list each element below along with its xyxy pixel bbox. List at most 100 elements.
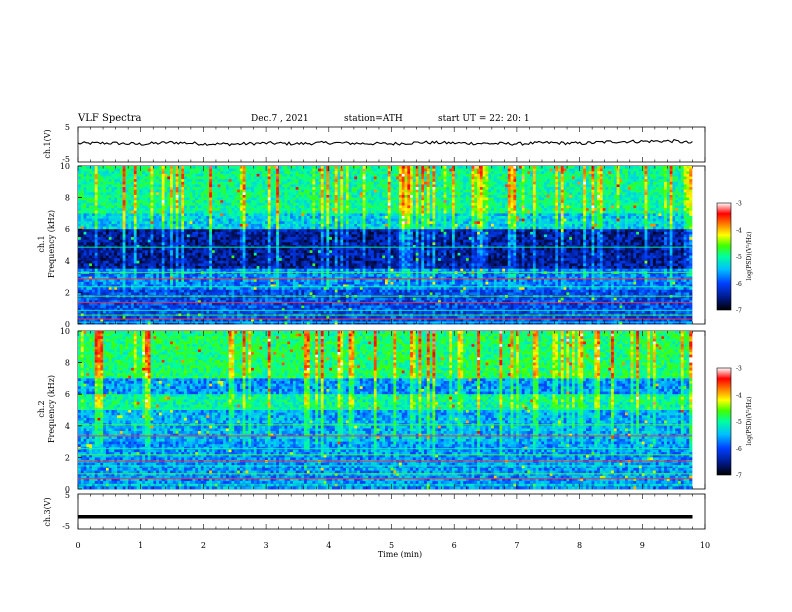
spectrogram-cell [111, 174, 114, 177]
spectrogram-cell [525, 192, 528, 195]
spectrogram-cell [332, 224, 335, 227]
spectrogram-cell [282, 208, 285, 211]
spectrogram-cell [321, 171, 324, 174]
spectrogram-cell [340, 219, 343, 222]
spectrogram-cell [566, 200, 569, 203]
spectrogram-cell [505, 182, 508, 185]
spectrogram-cell [391, 171, 394, 174]
spectrogram-cell [153, 221, 156, 224]
spectrogram-cell [259, 192, 262, 195]
spectrogram-cell [296, 190, 299, 193]
spectrogram-cell [229, 169, 232, 172]
spectrogram-cell [527, 208, 530, 211]
spectrogram-cell [307, 208, 310, 211]
spectrogram-cell [287, 206, 290, 209]
spectrogram-cell [318, 208, 321, 211]
spectrogram-cell [410, 166, 413, 169]
spectrogram-cell [148, 200, 151, 203]
spectrogram-cell [81, 216, 84, 219]
spectrogram-cell [349, 200, 352, 203]
spectrogram-cell [472, 195, 475, 198]
spectrogram-cell [178, 200, 181, 203]
spectrogram-cell [525, 179, 528, 182]
spectrogram-cell [346, 195, 349, 198]
spectrogram-cell [279, 211, 282, 214]
spectrogram-cell [583, 216, 586, 219]
spectrogram-cell [511, 166, 514, 169]
spectrogram-cell [444, 219, 447, 222]
spectrogram-cell [271, 213, 274, 216]
spectrogram-cell [209, 179, 212, 182]
spectrogram-cell [592, 211, 595, 214]
spectrogram-cell [234, 206, 237, 209]
spectrogram-cell [544, 179, 547, 182]
spectrogram-cell [633, 198, 636, 201]
spectrogram-cell [418, 216, 421, 219]
spectrogram-cell [234, 216, 237, 219]
spectrogram-cell [499, 177, 502, 180]
spectrogram-cell [385, 171, 388, 174]
spectrogram-cell [248, 187, 251, 190]
spectrogram-cell [628, 192, 631, 195]
spectrogram-cell [580, 184, 583, 187]
spectrogram-cell [184, 179, 187, 182]
spectrogram-cell [418, 190, 421, 193]
spectrogram-cell [566, 221, 569, 224]
spectrogram-cell [117, 171, 120, 174]
spectrogram-cell [525, 184, 528, 187]
spectrogram-cell [248, 221, 251, 224]
spectrogram-cell [117, 187, 120, 190]
spectrogram-cell [533, 203, 536, 206]
spectrogram-cell [368, 203, 371, 206]
spectrogram-cell [472, 174, 475, 177]
spectrogram-cell [589, 166, 592, 169]
spectrogram-cell [178, 221, 181, 224]
spectrogram-cell [477, 200, 480, 203]
spectrogram-cell [265, 224, 268, 227]
spectrogram-cell [670, 190, 673, 193]
spectrogram-cell [100, 192, 103, 195]
spectrogram-cell [488, 206, 491, 209]
spectrogram-cell [525, 177, 528, 180]
spectrogram-cell [670, 203, 673, 206]
spectrogram-cell [332, 213, 335, 216]
spectrogram-cell [399, 171, 402, 174]
spectrogram-cell [645, 187, 648, 190]
spectrogram-cell [176, 177, 179, 180]
spectrogram-cell [268, 174, 271, 177]
spectrogram-cell [572, 219, 575, 222]
spectrogram-cell [165, 190, 168, 193]
spectrogram-cell [391, 174, 394, 177]
spectrogram-cell [184, 219, 187, 222]
spectrogram-cell [125, 174, 128, 177]
spectrogram-cell [561, 182, 564, 185]
spectrogram-cell [310, 200, 313, 203]
spectrogram-cell [555, 177, 558, 180]
spectrogram-cell [619, 166, 622, 169]
spectrogram-cell [430, 200, 433, 203]
spectrogram-cell [329, 213, 332, 216]
spectrogram-cell [505, 221, 508, 224]
spectrogram-cell [273, 206, 276, 209]
spectrogram-cell [653, 166, 656, 169]
spectrogram-cell [114, 203, 117, 206]
spectrogram-cell [338, 224, 341, 227]
spectrogram-cell [689, 211, 692, 214]
spectrogram-cell [656, 184, 659, 187]
spectrogram-cell [578, 187, 581, 190]
spectrogram-cell [142, 208, 145, 211]
spectrogram-cell [296, 224, 299, 227]
spectrogram-cell [156, 195, 159, 198]
spectrogram-cell [446, 195, 449, 198]
spectrogram-cell [466, 200, 469, 203]
spectrogram-cell [220, 198, 223, 201]
spectrogram-cell [251, 224, 254, 227]
spectrogram-cell [672, 213, 675, 216]
spectrogram-cell [318, 219, 321, 222]
spectrogram-cell [192, 184, 195, 187]
spectrogram-cell [650, 192, 653, 195]
spectrogram-cell [245, 221, 248, 224]
spectrogram-cell [142, 182, 145, 185]
spectrogram-cell [259, 174, 262, 177]
spectrogram-cell [578, 166, 581, 169]
